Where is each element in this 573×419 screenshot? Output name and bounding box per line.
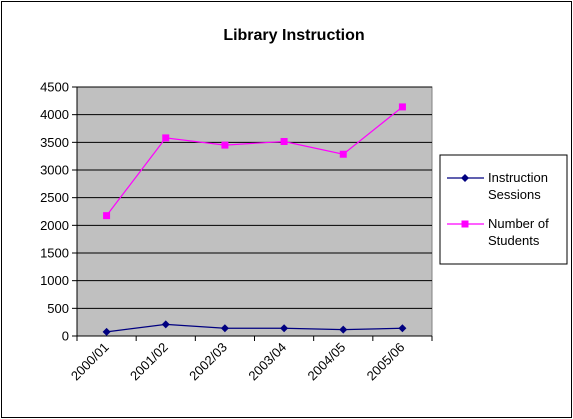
legend-label: Instruction Sessions xyxy=(488,170,548,202)
y-tick-label: 3000 xyxy=(40,163,69,178)
legend: Instruction Sessions Number of Students xyxy=(439,154,568,265)
data-point-square xyxy=(280,138,288,146)
y-tick-label: 2000 xyxy=(40,218,69,233)
y-tick-label: 0 xyxy=(62,329,69,344)
series-1 xyxy=(103,103,406,220)
legend-marker-diamond xyxy=(461,174,469,182)
legend-box xyxy=(439,154,568,265)
data-point-diamond xyxy=(161,320,170,329)
legend-label: Number of Students xyxy=(488,216,549,248)
y-tick-label: 500 xyxy=(47,301,69,316)
series-layer xyxy=(102,103,407,336)
data-point-square xyxy=(398,103,406,111)
data-point-diamond xyxy=(220,324,229,333)
y-tick-label: 4500 xyxy=(40,80,69,95)
data-point-diamond xyxy=(339,325,348,334)
y-tick-label: 3500 xyxy=(40,135,69,150)
data-point-diamond xyxy=(102,327,111,336)
y-tick-label: 1000 xyxy=(40,273,69,288)
data-point-square xyxy=(162,134,170,142)
series-0 xyxy=(102,320,407,336)
chart-title: Library Instruction xyxy=(223,27,364,44)
y-tick-label: 4000 xyxy=(40,107,69,122)
data-point-diamond xyxy=(398,324,407,333)
data-point-square xyxy=(103,212,111,220)
y-tick-label: 2500 xyxy=(40,190,69,205)
data-point-square xyxy=(339,150,347,158)
data-point-diamond xyxy=(280,324,289,333)
plot-area xyxy=(76,86,433,337)
data-point-square xyxy=(221,141,229,149)
series-line xyxy=(106,323,403,333)
legend-marker-square xyxy=(461,220,469,228)
y-tick-label: 1500 xyxy=(40,246,69,261)
series-line xyxy=(106,106,403,217)
